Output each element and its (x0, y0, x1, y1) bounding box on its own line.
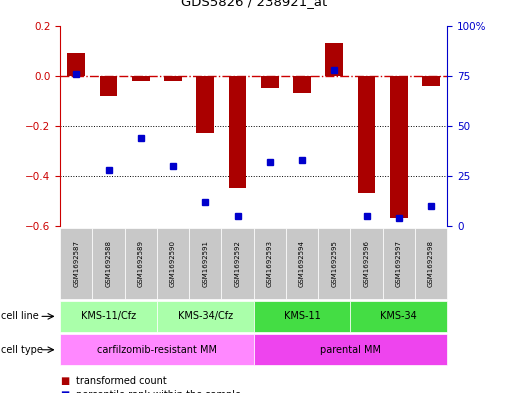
Text: ■: ■ (60, 376, 70, 386)
Text: GSM1692597: GSM1692597 (396, 240, 402, 287)
Bar (197, 75, 214, 133)
Text: GSM1692589: GSM1692589 (138, 240, 144, 287)
Bar (164, 75, 182, 81)
Text: percentile rank within the sample: percentile rank within the sample (76, 390, 241, 393)
Text: GSM1692595: GSM1692595 (331, 240, 337, 287)
Bar (293, 75, 311, 93)
Text: KMS-11/Cfz: KMS-11/Cfz (81, 311, 136, 321)
Text: cell line: cell line (1, 311, 39, 321)
Bar (422, 75, 440, 86)
Bar (390, 75, 407, 219)
Text: GSM1692593: GSM1692593 (267, 240, 273, 287)
Text: GSM1692590: GSM1692590 (170, 240, 176, 287)
Text: transformed count: transformed count (76, 376, 167, 386)
Text: GSM1692588: GSM1692588 (106, 240, 111, 287)
Text: GSM1692596: GSM1692596 (363, 240, 370, 287)
Text: ■: ■ (60, 390, 70, 393)
Text: cell type: cell type (1, 345, 43, 355)
Text: GSM1692594: GSM1692594 (299, 240, 305, 287)
Text: GSM1692591: GSM1692591 (202, 240, 208, 287)
Text: GSM1692587: GSM1692587 (73, 240, 79, 287)
Bar (325, 43, 343, 75)
Bar (261, 75, 279, 88)
Text: parental MM: parental MM (320, 345, 381, 355)
Text: KMS-34: KMS-34 (380, 311, 417, 321)
Text: GDS5826 / 238921_at: GDS5826 / 238921_at (180, 0, 327, 8)
Text: GSM1692592: GSM1692592 (234, 240, 241, 287)
Bar (358, 75, 376, 193)
Bar (67, 53, 85, 75)
Bar (132, 75, 150, 81)
Text: GSM1692598: GSM1692598 (428, 240, 434, 287)
Text: KMS-11: KMS-11 (283, 311, 321, 321)
Bar (229, 75, 246, 188)
Bar (100, 75, 117, 95)
Text: KMS-34/Cfz: KMS-34/Cfz (178, 311, 233, 321)
Text: carfilzomib-resistant MM: carfilzomib-resistant MM (97, 345, 217, 355)
